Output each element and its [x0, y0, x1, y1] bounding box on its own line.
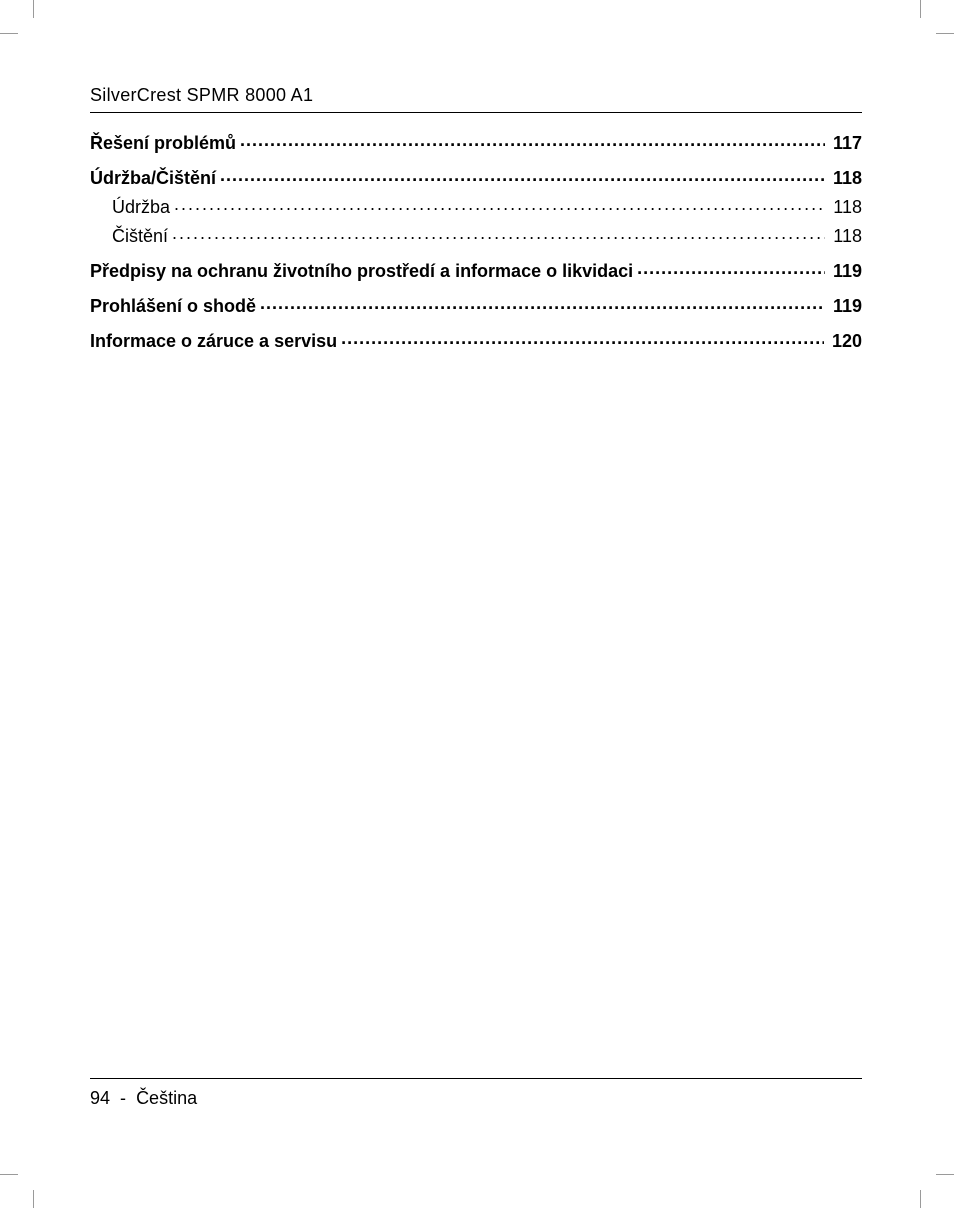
toc-leader	[174, 195, 825, 213]
footer-language: Čeština	[136, 1088, 197, 1108]
toc-entry: Informace o záruce a servisu 120	[90, 329, 862, 350]
page-footer: 94 - Čeština	[90, 1088, 197, 1109]
toc-leader	[220, 166, 825, 184]
toc-title: Údržba/Čištění	[90, 169, 216, 187]
toc-entry-sub: Čištění 118	[90, 224, 862, 245]
table-of-contents: Řešení problémů 117 Údržba/Čištění 118 Ú…	[90, 131, 862, 350]
toc-leader	[172, 224, 825, 242]
toc-title: Informace o záruce a servisu	[90, 332, 337, 350]
toc-entry: Předpisy na ochranu životního prostředí …	[90, 259, 862, 280]
header-title: SilverCrest SPMR 8000 A1	[90, 85, 313, 105]
toc-entry: Řešení problémů 117	[90, 131, 862, 152]
crop-mark-top-right-v	[920, 0, 921, 18]
toc-entry: Prohlášení o shodě 119	[90, 294, 862, 315]
page-content: SilverCrest SPMR 8000 A1 Řešení problémů…	[90, 85, 862, 356]
crop-mark-bot-right-v	[920, 1190, 921, 1208]
toc-title: Řešení problémů	[90, 134, 236, 152]
footer-page-number: 94	[90, 1088, 110, 1108]
crop-mark-top-left-h	[0, 33, 18, 34]
crop-mark-top-right-h	[936, 33, 954, 34]
toc-title: Prohlášení o shodě	[90, 297, 256, 315]
toc-page: 117	[829, 134, 862, 152]
toc-page: 120	[828, 332, 862, 350]
toc-entry-sub: Údržba 118	[90, 195, 862, 216]
toc-leader	[240, 131, 825, 149]
toc-page: 118	[829, 169, 862, 187]
toc-page: 118	[829, 227, 862, 245]
document-header: SilverCrest SPMR 8000 A1	[90, 85, 862, 113]
toc-title: Čištění	[112, 227, 168, 245]
crop-mark-bot-left-v	[33, 1190, 34, 1208]
toc-page: 119	[829, 297, 862, 315]
toc-leader	[637, 259, 825, 277]
toc-leader	[341, 329, 824, 347]
crop-mark-top-left-v	[33, 0, 34, 18]
toc-title: Předpisy na ochranu životního prostředí …	[90, 262, 633, 280]
crop-mark-bot-right-h	[936, 1174, 954, 1175]
toc-page: 119	[829, 262, 862, 280]
footer-separator: -	[120, 1088, 126, 1108]
crop-mark-bot-left-h	[0, 1174, 18, 1175]
toc-page: 118	[829, 198, 862, 216]
toc-entry: Údržba/Čištění 118	[90, 166, 862, 187]
toc-leader	[260, 294, 825, 312]
footer-rule	[90, 1078, 862, 1079]
toc-title: Údržba	[112, 198, 170, 216]
